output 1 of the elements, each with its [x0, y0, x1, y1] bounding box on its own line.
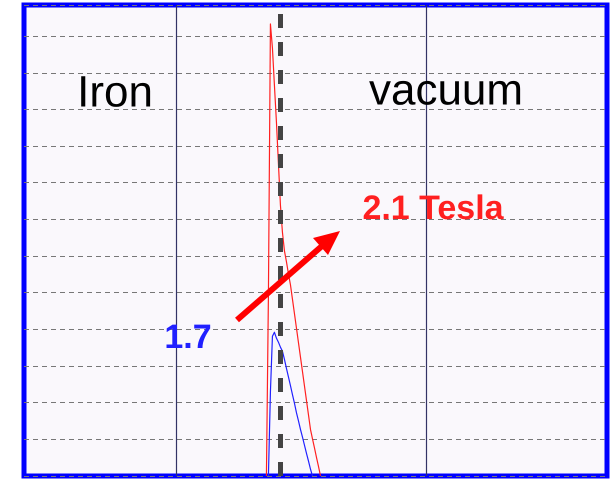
annotation: Iron	[77, 68, 153, 116]
